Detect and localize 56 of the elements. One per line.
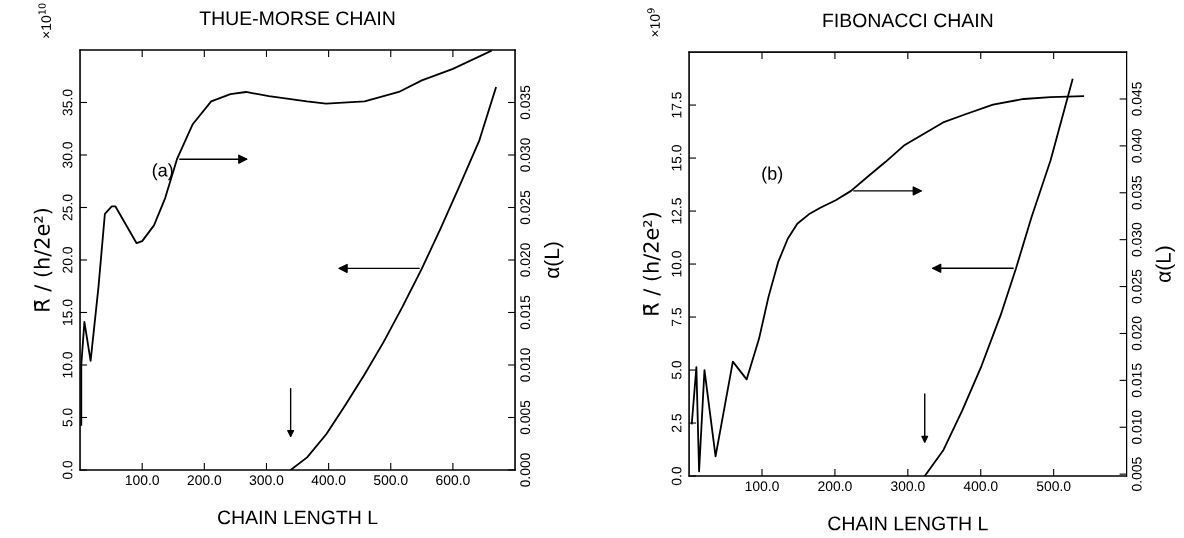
x-tick-label: 100.0 xyxy=(745,481,779,492)
y2-tick-label: 0.030 xyxy=(1131,222,1142,257)
y2-tick-label: 0.025 xyxy=(1131,269,1142,304)
y2-tick-label: 0.000 xyxy=(520,453,531,487)
y-tick-label: 30.0 xyxy=(62,142,73,168)
y2-tick-label: 0.035 xyxy=(520,85,531,120)
x-tick-label: 200.0 xyxy=(187,475,222,486)
y2-tick-label: 0.025 xyxy=(520,190,531,225)
y-tick-label: 5.0 xyxy=(62,408,73,427)
x-axis-title: CHAIN LENGTH L xyxy=(828,516,988,531)
y2-axis-title: α(L) xyxy=(543,242,564,278)
y-tick-label: 0.0 xyxy=(671,466,682,486)
text: ×10$^{9}$ xyxy=(647,8,660,37)
x-tick-label: 100.0 xyxy=(125,475,160,486)
x-tick-label: 600.0 xyxy=(436,475,470,486)
y2-tick-label: 0.005 xyxy=(520,400,531,435)
y2-tick-label: 0.015 xyxy=(1131,363,1142,398)
chart-title: FIBONACCI CHAIN xyxy=(823,13,993,28)
y-tick-label: 15.0 xyxy=(62,299,73,325)
x-tick-label: 300.0 xyxy=(249,475,284,486)
y-tick-label: 0.0 xyxy=(62,460,73,480)
y-tick-label: 10.0 xyxy=(671,251,682,277)
y-tick-label: 15.0 xyxy=(671,145,682,171)
y2-tick-label: 0.010 xyxy=(1131,410,1142,445)
x-tick-label: 200.0 xyxy=(818,481,852,492)
y-tick-label: 35.0 xyxy=(62,89,73,116)
y-axis-title: R̄ / (h/2e²) xyxy=(642,213,662,315)
annotation: (a) xyxy=(152,163,173,181)
y2-tick-label: 0.010 xyxy=(520,348,531,382)
y-tick-label: 20.0 xyxy=(62,247,73,273)
y-axis-title: R̄ / (h/2e²) xyxy=(33,208,53,311)
chart-title: THUE-MORSE CHAIN xyxy=(199,11,395,26)
y-tick-label: 12.5 xyxy=(671,198,682,224)
y-tick-label: 10.0 xyxy=(62,352,73,378)
y2-tick-label: 0.030 xyxy=(520,138,531,172)
x-axis-title: CHAIN LENGTH L xyxy=(218,510,378,525)
text: ×10$^{10}$ xyxy=(38,3,52,38)
y2-tick-label: 0.005 xyxy=(1131,457,1142,491)
y-tick-label: 7.5 xyxy=(671,307,682,326)
x-tick-label: 500.0 xyxy=(1036,481,1071,492)
annotation: (b) xyxy=(762,166,783,184)
y2-tick-label: 0.045 xyxy=(1131,82,1142,116)
y2-tick-label: 0.040 xyxy=(1131,129,1142,163)
y-tick-label: 17.5 xyxy=(671,92,682,118)
y2-tick-label: 0.035 xyxy=(1131,175,1142,210)
x-tick-label: 500.0 xyxy=(373,475,408,486)
y2-tick-label: 0.020 xyxy=(520,243,531,277)
y2-tick-label: 0.015 xyxy=(520,295,531,330)
x-tick-label: 300.0 xyxy=(890,481,925,492)
y2-axis-title: α(L) xyxy=(1155,246,1175,282)
y-tick-label: 25.0 xyxy=(62,194,73,221)
y-tick-label: 5.0 xyxy=(671,360,682,380)
y-tick-label: 2.5 xyxy=(671,413,682,432)
x-tick-label: 400.0 xyxy=(311,475,346,486)
y2-tick-label: 0.020 xyxy=(1131,316,1142,351)
x-tick-label: 400.0 xyxy=(963,481,998,492)
